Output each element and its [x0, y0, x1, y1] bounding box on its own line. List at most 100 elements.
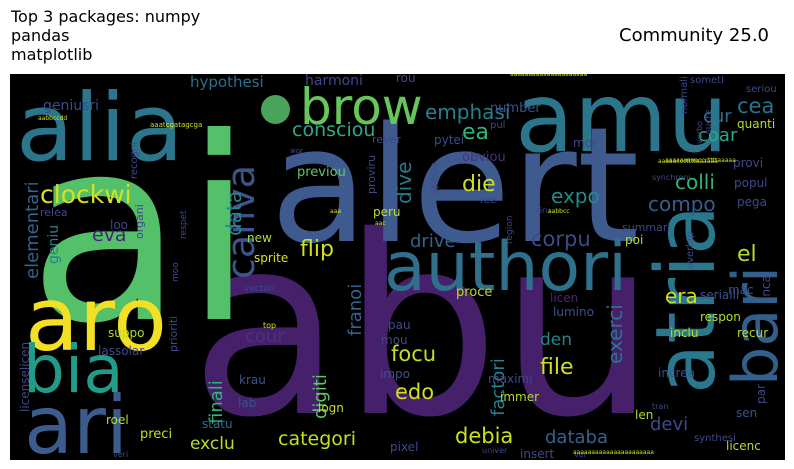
word-cea: cea: [737, 94, 775, 118]
word-ver: ver: [574, 450, 587, 459]
word-ea: ea: [462, 120, 490, 145]
word-univer: univer: [482, 446, 508, 455]
word-drive: drive: [410, 231, 456, 252]
dot-mark: [261, 95, 290, 124]
word-den: den: [540, 330, 573, 350]
word-exerci: exerci: [603, 304, 627, 364]
word-long-c: aaaaaaaaacccttttaaaaa: [665, 157, 736, 164]
word-eva: eva: [92, 224, 127, 246]
word-harmoni: harmoni: [305, 74, 363, 89]
word-coar: coar: [698, 125, 738, 146]
word-sen: sen: [736, 406, 758, 420]
word-mor: peru: [373, 205, 401, 219]
word-quanti: quanti: [737, 117, 776, 131]
word-databa: databa: [545, 427, 608, 448]
word-len: len: [635, 408, 654, 422]
word-cour: cour: [245, 326, 285, 347]
word-long-d: aaaaacccttttaaaaaa: [658, 158, 718, 165]
word-proce: proce: [456, 285, 493, 300]
word-devi: devi: [650, 414, 689, 435]
word-aabbcc: aabbcc: [548, 208, 570, 215]
word-logn: logn: [318, 401, 344, 415]
word-roel: roel: [106, 413, 129, 427]
word-categori: categori: [278, 428, 357, 450]
word-hypothesi: hypothesi: [190, 74, 264, 91]
word-cur: cur: [703, 106, 732, 127]
word-authori: authori: [384, 228, 627, 307]
word-overlap: overlap: [685, 231, 696, 269]
word-elementari: elementari: [22, 181, 43, 279]
word-region: region: [505, 215, 515, 244]
word-insert: insert: [520, 447, 555, 460]
word-exclu: exclu: [190, 434, 235, 454]
word-aro: aro: [25, 268, 168, 371]
figure-title: Top 3 packages: numpy pandas matplotlib: [11, 7, 201, 64]
word-viru: viru: [535, 206, 551, 215]
word-increa: increa: [658, 366, 695, 380]
word-someti: someti: [690, 75, 724, 86]
word-specia: specia: [429, 161, 440, 194]
word-dive: dive: [392, 161, 416, 204]
word-previou: proviru: [365, 154, 378, 194]
figure-subtitle: Community 25.0: [619, 25, 769, 46]
word-synchroni: synchroni: [652, 173, 691, 182]
word-recogni: recogni: [129, 141, 140, 179]
word-licenc: licenc: [726, 439, 761, 453]
word-colli: colli: [675, 170, 715, 194]
word-emphasi: emphasi: [425, 100, 511, 124]
word-pytei: mor: [573, 136, 597, 150]
word-pixel: pixel: [390, 440, 419, 454]
word-veri: veri: [113, 450, 129, 459]
word-recur: recur: [737, 326, 769, 340]
word-suppo: suppo: [108, 326, 145, 340]
word-rou: rou: [396, 74, 416, 85]
word-tran: tran: [652, 402, 669, 411]
word-top: top: [263, 321, 277, 330]
word-synthesi: synthesi: [694, 433, 736, 444]
word-proviru: pytei: [434, 133, 465, 147]
word-brow: brow: [300, 78, 423, 136]
word-bia: bia: [23, 331, 124, 408]
word-era: era: [665, 284, 698, 308]
word-geniu: geniu: [46, 224, 62, 264]
word-pul: pul: [490, 120, 506, 131]
word-geniusri: geniusri: [43, 98, 100, 114]
word-peru: obviou: [462, 150, 506, 165]
word-ari: ari: [24, 379, 129, 461]
word-lab: lab: [238, 396, 257, 410]
word-data: data: [222, 190, 246, 236]
word-loo: loo: [110, 218, 129, 232]
word-respon: respon: [700, 310, 741, 324]
word-compo: compo: [648, 192, 716, 216]
word-impo: impo: [380, 367, 410, 381]
word-el: el: [737, 242, 757, 267]
word-poi: poi: [625, 233, 644, 247]
word-immer: immer: [500, 390, 540, 404]
word-focu: focu: [391, 342, 437, 366]
word-sprite: sprite: [254, 251, 289, 265]
word-die: die: [462, 172, 496, 197]
word-summari: summari: [622, 221, 671, 234]
word-verbo: verbo: [695, 121, 704, 144]
word-number: number: [490, 101, 541, 116]
word-mac: mac: [728, 283, 754, 297]
word-lumino: lumino: [553, 305, 594, 319]
word-licen: licen: [550, 291, 579, 305]
word-clockwi: clockwi: [40, 180, 132, 209]
word-respet: respet: [179, 210, 189, 239]
word-pega: pega: [737, 195, 767, 209]
word-abu: abu: [190, 184, 657, 460]
word-alia: alia: [16, 74, 184, 183]
word-long-b: aaaaaaaaaaaaaaaaaaaaaa: [573, 449, 654, 456]
word-prioriti: prioriti: [167, 315, 180, 352]
word-statu: statu: [202, 417, 233, 431]
word-ree: ree: [480, 195, 497, 206]
word-wor: wor: [290, 147, 303, 155]
word-amu: amu: [515, 74, 729, 174]
word-sucre: sucre: [704, 109, 714, 134]
word-licenselicen: licenselicen: [18, 341, 32, 412]
word-provi: provi: [733, 156, 764, 170]
word-par: par: [754, 384, 768, 404]
word-normali: normali: [679, 76, 690, 114]
